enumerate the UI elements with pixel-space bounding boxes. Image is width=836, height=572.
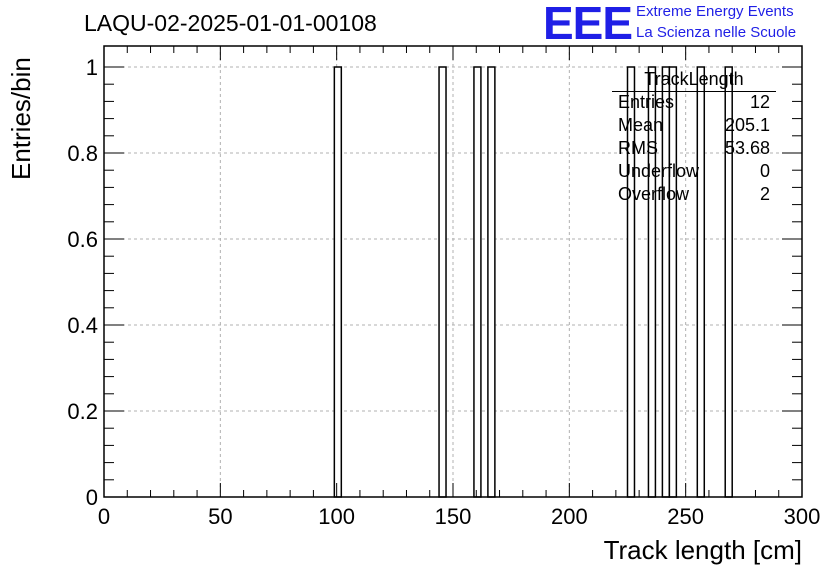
y-tick-label: 0 [86, 485, 98, 510]
y-tick-label: 0.6 [67, 227, 98, 252]
y-tick-label: 0.8 [67, 141, 98, 166]
stats-label: Entries [618, 92, 675, 112]
x-tick-label: 0 [98, 504, 110, 529]
stats-value: 205.1 [724, 115, 770, 135]
stats-label: Underflow [618, 161, 700, 181]
x-tick-label: 300 [784, 504, 821, 529]
stats-label: Overflow [618, 184, 690, 204]
stats-divider [612, 91, 776, 92]
eee-logo: EEE [543, 0, 633, 49]
stats-row-entries: Entries 12 [618, 92, 770, 114]
stats-value: 0 [759, 161, 770, 181]
histogram-bin [333, 66, 343, 498]
stats-label: Mean [618, 115, 664, 135]
stats-value: 53.68 [724, 138, 770, 158]
y-tick-label: 1 [86, 55, 98, 80]
stats-value: 2 [759, 184, 770, 204]
x-axis-label: Track length [cm] [603, 535, 802, 565]
stats-row-mean: Mean 205.1 [618, 115, 770, 137]
grid-lines [104, 46, 802, 497]
stats-row-underflow: Underflow 0 [618, 161, 770, 183]
stats-label: RMS [618, 138, 658, 158]
y-axis-label: Entries/bin [6, 57, 36, 180]
logo-text-line2: La Scienza nelle Scuole [636, 24, 797, 41]
x-tick-label: 100 [318, 504, 355, 529]
x-tick-label: 200 [551, 504, 588, 529]
y-tick-label: 0.2 [67, 399, 98, 424]
stats-box: TrackLength Entries 12 Mean 205.1 RMS 53… [612, 67, 776, 209]
histogram-bin [473, 66, 482, 498]
stats-row-rms: RMS 53.68 [618, 138, 770, 160]
histogram-bin [487, 66, 496, 498]
x-tick-label: 50 [208, 504, 232, 529]
stats-row-overflow: Overflow 2 [618, 184, 770, 206]
histogram-bin [438, 66, 447, 498]
plot-title: LAQU-02-2025-01-01-00108 [84, 10, 377, 36]
stats-value: 12 [749, 92, 770, 112]
stats-title: TrackLength [644, 69, 744, 89]
x-tick-label: 150 [435, 504, 472, 529]
axis-tick-labels: 0 50 100 150 200 250 300 0 0.2 0.4 0.6 0.8 1 [67, 55, 820, 529]
x-tick-label: 250 [667, 504, 704, 529]
axis-ticks [103, 46, 803, 498]
logo-text-line1: Extreme Energy Events [636, 3, 794, 20]
histogram-bars [333, 66, 733, 498]
y-tick-label: 0.4 [67, 313, 98, 338]
